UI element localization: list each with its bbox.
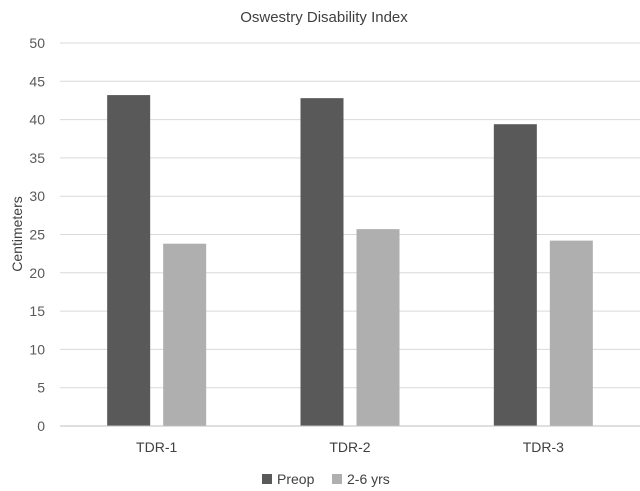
gridlines (60, 42, 640, 389)
bar-tdr-1-preop (107, 95, 151, 426)
y-tick-label: 50 (29, 35, 45, 51)
y-axis-label: Centimeters (9, 196, 25, 271)
bar-tdr-1-followup (163, 243, 207, 426)
y-tick-label: 10 (29, 341, 45, 357)
x-axis-categories: TDR-1 TDR-2 TDR-3 (136, 439, 564, 455)
y-tick-label: 25 (29, 227, 45, 243)
chart-title: Oswestry Disability Index (240, 9, 408, 26)
bar-tdr-3-preop (493, 124, 537, 427)
legend-swatch (332, 474, 342, 484)
y-tick-label: 5 (37, 380, 45, 396)
bars (107, 95, 593, 427)
x-category-label: TDR-2 (329, 439, 370, 455)
legend-label: 2-6 yrs (347, 471, 390, 487)
bar-tdr-2-preop (300, 98, 344, 426)
y-tick-label: 35 (29, 150, 45, 166)
y-tick-label: 15 (29, 303, 45, 319)
bar-tdr-2-followup (356, 229, 400, 426)
legend-swatch (262, 474, 272, 484)
bar-tdr-3-followup (549, 240, 593, 426)
y-tick-label: 20 (29, 265, 45, 281)
x-category-label: TDR-3 (523, 439, 564, 455)
y-tick-label: 45 (29, 73, 45, 89)
y-axis-ticks: 0 5 10 15 20 25 30 35 40 45 50 (29, 35, 45, 434)
y-tick-label: 30 (29, 188, 45, 204)
y-tick-label: 0 (37, 418, 45, 434)
legend: Preop 2-6 yrs (262, 471, 390, 487)
legend-label: Preop (277, 471, 315, 487)
x-category-label: TDR-1 (136, 439, 177, 455)
y-tick-label: 40 (29, 112, 45, 128)
